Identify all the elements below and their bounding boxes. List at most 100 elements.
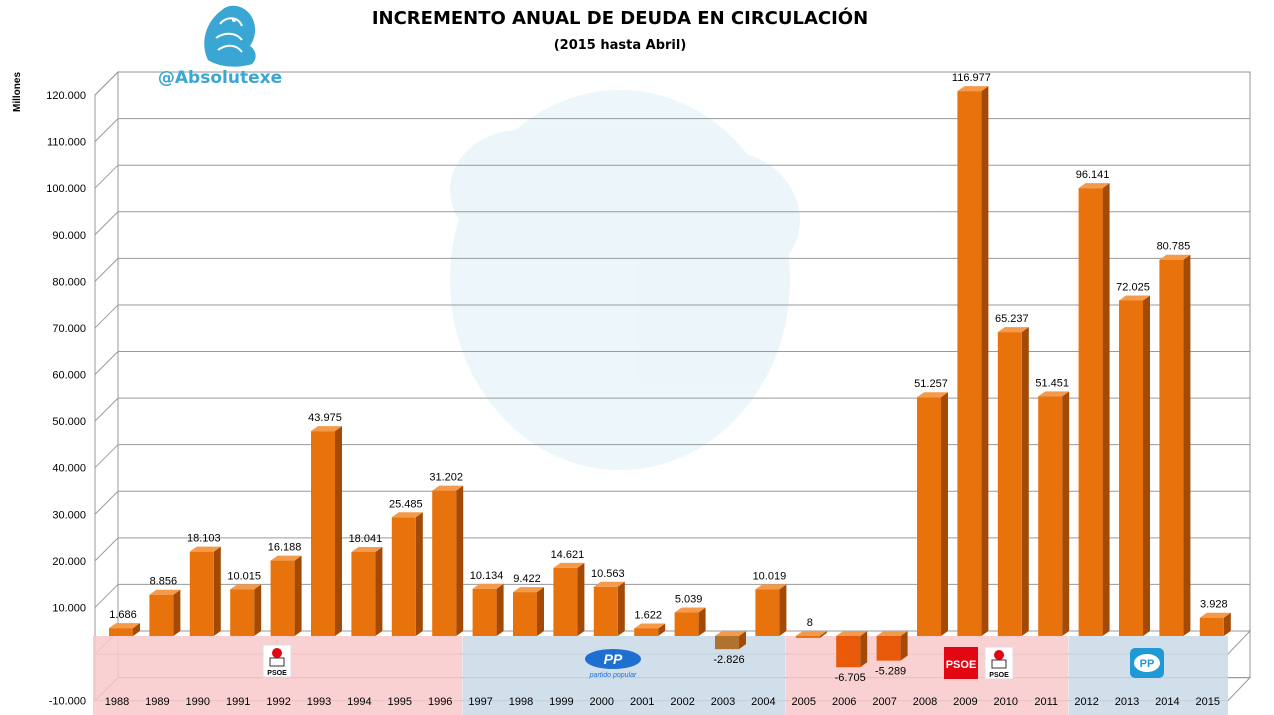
- data-label-2002: 5.039: [675, 594, 703, 606]
- bar-side: [496, 583, 504, 636]
- x-tick-label-2006: 2006: [832, 696, 856, 708]
- gridline-side: [94, 444, 119, 469]
- bar-front: [1159, 259, 1184, 636]
- x-tick-label-2002: 2002: [670, 696, 694, 708]
- bar-side: [779, 584, 787, 636]
- data-label-2008: 51.257: [914, 378, 948, 390]
- data-label-1999: 14.621: [551, 549, 585, 561]
- psoe-logo-icon: PSOE: [984, 646, 1014, 680]
- y-tick-label: 90.000: [52, 230, 86, 242]
- data-label-2005: 8: [807, 617, 813, 629]
- psoe-fist: [269, 657, 285, 667]
- data-label-2013: 72.025: [1116, 282, 1150, 294]
- y-tick-label: 30.000: [52, 509, 86, 521]
- bar-top: [1199, 612, 1231, 618]
- bar-front: [311, 431, 335, 636]
- bar-2014: [1159, 254, 1191, 636]
- bar-front: [634, 628, 659, 636]
- bar-side: [900, 631, 908, 661]
- bar-top: [311, 426, 342, 432]
- bar-side: [981, 86, 989, 636]
- data-label-1989: 8.856: [150, 576, 178, 588]
- bar-2005: [795, 630, 827, 638]
- x-tick-label-1988: 1988: [105, 696, 129, 708]
- data-label-1988: 1.686: [109, 609, 137, 621]
- y-axis-label: Millones: [12, 72, 23, 112]
- bar-top: [715, 631, 746, 636]
- bar-side: [294, 555, 302, 636]
- y-tick-label: 20.000: [52, 556, 86, 568]
- bar-front: [1038, 396, 1063, 636]
- bar-front: [189, 551, 214, 636]
- bar-side: [739, 631, 746, 650]
- bar-2010: [997, 327, 1029, 636]
- bar-side: [254, 584, 262, 636]
- watermark-griffin: [450, 90, 800, 470]
- data-label-1998: 9.422: [513, 573, 541, 585]
- chart-subtitle: (2015 hasta Abril): [554, 38, 687, 53]
- bar-side: [577, 562, 585, 636]
- x-tick-label-1993: 1993: [307, 696, 331, 708]
- y-tick-label: 120.000: [46, 90, 86, 102]
- x-tick-label-2010: 2010: [994, 696, 1018, 708]
- bar-side: [375, 546, 383, 636]
- gridline-side: [94, 304, 119, 329]
- data-label-2009: 116.977: [952, 72, 991, 84]
- bar-front: [270, 560, 295, 636]
- data-label-1991: 10.015: [227, 570, 261, 582]
- bar-side: [133, 623, 140, 636]
- bar-front: [351, 551, 376, 636]
- x-tick-label-2009: 2009: [953, 696, 977, 708]
- gridline-side: [94, 584, 119, 608]
- bar-front: [1078, 188, 1103, 636]
- data-label-1995: 25.485: [389, 498, 423, 510]
- bar-front: [997, 332, 1022, 636]
- bar-front: [391, 517, 416, 636]
- bar-1995: [391, 512, 423, 636]
- pp-logo-icon: PP: [1130, 648, 1164, 678]
- bar-side: [1143, 295, 1150, 636]
- bar-2004: [755, 584, 787, 636]
- period-band-psoe: [785, 636, 1069, 715]
- bar-2015: [1199, 612, 1231, 636]
- data-label-2007: -5.289: [875, 666, 906, 678]
- bar-side: [860, 631, 868, 668]
- bar-top: [1078, 183, 1110, 189]
- y-tick-label: 70.000: [52, 323, 86, 335]
- bar-front: [553, 567, 578, 636]
- data-label-2015: 3.928: [1200, 599, 1228, 611]
- x-tick-label-1994: 1994: [347, 696, 371, 708]
- chart-title: INCREMENTO ANUAL DE DEUDA EN CIRCULACIÓN: [372, 7, 868, 29]
- x-tick-label-1999: 1999: [549, 696, 573, 708]
- gridline-side: [94, 490, 119, 515]
- bar-front: [795, 635, 820, 638]
- bar-top: [1159, 254, 1191, 260]
- gridline-side: [94, 537, 119, 562]
- bar-top: [230, 584, 262, 590]
- data-label-2000: 10.563: [591, 568, 625, 580]
- bar-top: [109, 623, 140, 629]
- bar-side: [1021, 327, 1029, 636]
- x-tick-label-2003: 2003: [711, 696, 735, 708]
- bar-top: [149, 589, 181, 595]
- data-label-2006: -6.705: [835, 672, 866, 684]
- bar-front: [149, 594, 174, 636]
- gridline-side: [94, 351, 119, 375]
- psoe-rose: [272, 648, 282, 658]
- bar-front: [230, 589, 255, 636]
- bar-side: [819, 630, 827, 638]
- y-tick-label: 100.000: [46, 183, 86, 195]
- bar-front: [432, 490, 457, 636]
- period-band-pp: [462, 636, 786, 715]
- x-tick-label-1992: 1992: [266, 696, 290, 708]
- psoe-logo-box: [944, 647, 978, 679]
- bar-2011: [1038, 391, 1070, 636]
- bar-side: [335, 426, 342, 636]
- bar-1996: [432, 485, 464, 636]
- bar-front: [109, 628, 133, 636]
- y-tick-label: 110.000: [47, 137, 86, 149]
- bar-2002: [674, 607, 706, 636]
- y-tick-label: 50.000: [52, 416, 86, 428]
- gridline-side: [94, 71, 119, 96]
- x-tick-label-2007: 2007: [872, 696, 896, 708]
